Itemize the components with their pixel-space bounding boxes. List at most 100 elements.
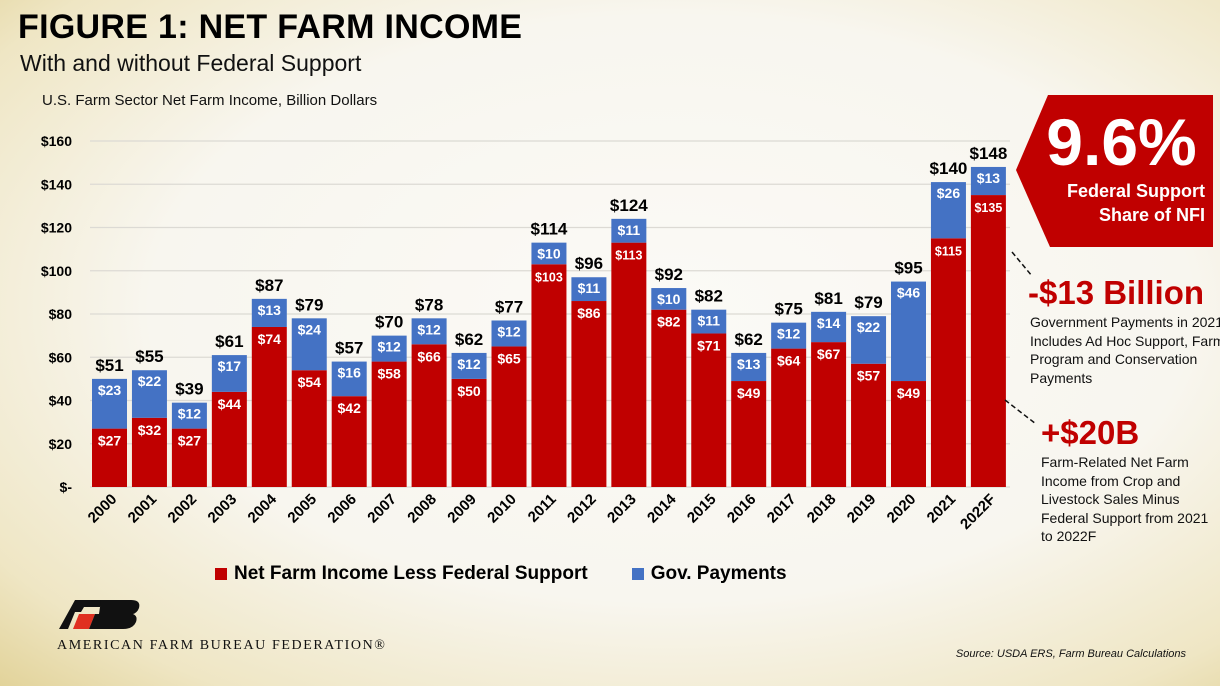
bar-segment-gov-payments	[331, 361, 367, 397]
data-label-total: $96	[575, 254, 603, 273]
bar-segment-gov-payments	[851, 316, 887, 364]
data-label-gov-payments: $12	[777, 326, 801, 342]
data-label-net-farm-income: $49	[897, 385, 921, 401]
data-label-total: $75	[774, 300, 802, 319]
x-tick-label: 2006	[324, 491, 360, 527]
data-label-gov-payments: $22	[138, 373, 162, 389]
data-label-total: $140	[930, 159, 968, 178]
data-label-total: $70	[375, 313, 403, 332]
data-label-gov-payments: $11	[578, 280, 601, 296]
data-label-gov-payments: $12	[497, 323, 521, 339]
data-label-gov-payments: $24	[298, 321, 322, 337]
chart-subtitle: With and without Federal Support	[20, 50, 362, 76]
y-tick-label: $140	[41, 176, 72, 192]
bar-segment-net-farm-income	[811, 342, 847, 487]
x-tick-label: 2012	[564, 491, 600, 527]
bar-segment-net-farm-income	[131, 417, 167, 487]
data-label-total: $79	[854, 293, 882, 312]
data-label-net-farm-income: $54	[298, 374, 322, 390]
annotation-leader-2	[1004, 399, 1037, 425]
data-label-net-farm-income: $67	[817, 346, 841, 362]
x-tick-label: 2016	[724, 491, 760, 527]
data-label-gov-payments: $10	[537, 246, 561, 262]
bar-segment-net-farm-income	[291, 370, 327, 487]
data-label-net-farm-income: $135	[974, 201, 1002, 215]
x-tick-label: 2001	[125, 491, 161, 527]
y-tick-label: $60	[49, 349, 73, 365]
bar-segment-gov-payments	[531, 242, 567, 265]
legend-label: Gov. Payments	[650, 563, 787, 584]
bar-segment-net-farm-income	[571, 301, 607, 487]
data-label-gov-payments: $12	[178, 406, 202, 422]
data-label-total: $148	[969, 144, 1007, 163]
bar-segment-net-farm-income	[171, 428, 207, 487]
x-tick-label: 2021	[924, 491, 960, 527]
x-tick-label: 2014	[644, 490, 680, 526]
data-label-net-farm-income: $50	[457, 383, 481, 399]
farm-bureau-logo-icon	[59, 600, 140, 629]
x-tick-label: 2009	[444, 491, 480, 527]
x-tick-label: 2019	[844, 491, 880, 527]
bar-segment-net-farm-income	[451, 378, 487, 487]
data-label-net-farm-income: $44	[218, 396, 242, 412]
x-tick-label: 2007	[364, 491, 400, 527]
data-label-net-farm-income: $32	[138, 422, 162, 438]
bar-segment-net-farm-income	[651, 309, 687, 487]
data-label-gov-payments: $11	[618, 222, 641, 238]
bar-segment-gov-payments	[171, 402, 207, 429]
data-label-total: $62	[455, 330, 483, 349]
data-label-net-farm-income: $86	[577, 305, 601, 321]
y-tick-label: $80	[49, 306, 73, 322]
bar-segment-net-farm-income	[411, 344, 447, 487]
data-label-gov-payments: $12	[457, 356, 481, 372]
x-tick-label: 2011	[525, 491, 560, 526]
bar-segment-gov-payments	[92, 378, 127, 429]
callout-line1: Federal Support	[1066, 181, 1205, 201]
chart-title: FIGURE 1: NET FARM INCOME	[18, 8, 523, 46]
data-label-total: $79	[295, 295, 323, 314]
unit-label: U.S. Farm Sector Net Farm Income, Billio…	[42, 92, 378, 109]
data-label-total: $62	[735, 330, 763, 349]
bar-segment-gov-payments	[891, 281, 926, 382]
bar-segment-net-farm-income	[771, 348, 807, 487]
callout-line2: Share of NFI	[1098, 205, 1205, 225]
data-label-total: $92	[655, 265, 683, 284]
bar-segment-net-farm-income	[371, 361, 407, 487]
x-tick-label: 2018	[804, 491, 840, 527]
data-label-gov-payments: $13	[258, 302, 282, 318]
data-label-total: $51	[95, 356, 123, 375]
callout: 9.6% Federal Support Share of NFI	[1020, 105, 1215, 227]
data-label-gov-payments: $46	[897, 285, 921, 301]
x-tick-label: 2000	[85, 491, 121, 527]
data-label-total: $124	[610, 196, 648, 215]
x-tick-label: 2017	[764, 491, 800, 527]
data-label-total: $55	[135, 347, 163, 366]
bar-segment-gov-payments	[571, 277, 607, 302]
x-tick-label: 2005	[284, 491, 320, 527]
data-label-gov-payments: $13	[737, 356, 761, 372]
data-label-net-farm-income: $64	[777, 353, 801, 369]
data-label-net-farm-income: $27	[98, 433, 122, 449]
data-label-gov-payments: $12	[377, 339, 401, 355]
data-label-total: $57	[335, 339, 363, 358]
legend-item-net-farm-income: Net Farm Income Less Federal Support	[215, 563, 588, 585]
x-tick-label: 2013	[604, 491, 640, 527]
x-tick-label: 2015	[684, 491, 720, 527]
data-label-total: $87	[255, 276, 283, 295]
bar-segment-net-farm-income	[731, 381, 767, 487]
data-label-gov-payments: $11	[697, 313, 720, 329]
x-tick-label: 2004	[245, 490, 281, 526]
bar-segment-gov-payments	[691, 309, 727, 334]
bar-segment-gov-payments	[211, 355, 247, 392]
bar-segment-gov-payments	[970, 166, 1006, 196]
bar-segment-gov-payments	[411, 318, 447, 345]
x-tick-label: 2010	[484, 491, 520, 527]
bar-segment-gov-payments	[611, 218, 647, 243]
legend-item-gov-payments: Gov. Payments	[631, 563, 787, 585]
legend-label: Net Farm Income Less Federal Support	[234, 563, 588, 584]
legend-swatch-red	[215, 568, 227, 580]
data-label-net-farm-income: $113	[615, 249, 642, 263]
bar-segment-net-farm-income	[851, 363, 887, 487]
data-label-net-farm-income: $82	[657, 314, 681, 330]
data-label-gov-payments: $22	[857, 319, 881, 335]
